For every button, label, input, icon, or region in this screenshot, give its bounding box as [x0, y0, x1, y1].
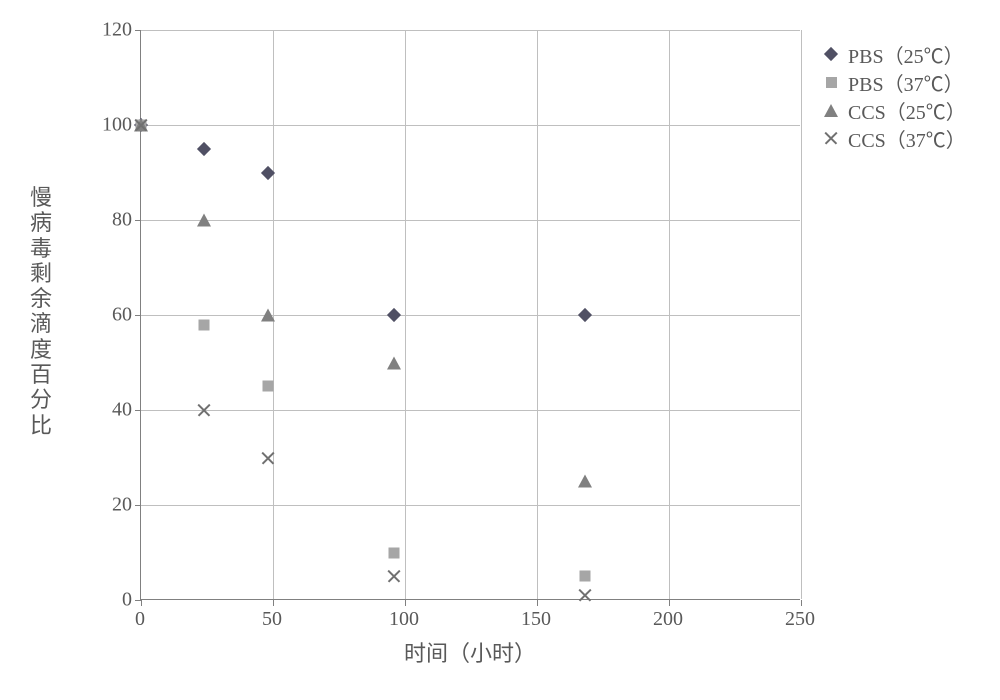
legend-marker-ccs37 — [820, 127, 842, 149]
gridline-vertical — [537, 30, 538, 599]
legend-label-ccs37: CCS（37℃） — [848, 124, 966, 153]
data-point-pbs37 — [262, 381, 273, 392]
x-tick-label: 50 — [247, 608, 297, 631]
data-point-pbs25 — [387, 308, 401, 322]
gridline-vertical — [801, 30, 802, 599]
x-tick-label: 250 — [775, 608, 825, 631]
x-tick — [141, 600, 142, 606]
y-tick — [135, 315, 141, 316]
legend-item-pbs37: PBS（37℃） — [820, 68, 966, 96]
gridline-vertical — [405, 30, 406, 599]
legend-marker-pbs25 — [820, 43, 842, 65]
legend-item-pbs25: PBS（25℃） — [820, 40, 966, 68]
data-point-pbs37 — [389, 547, 400, 558]
gridline-horizontal — [141, 125, 800, 126]
x-tick-label: 200 — [643, 608, 693, 631]
y-tick-label: 80 — [82, 209, 132, 232]
gridline-horizontal — [141, 410, 800, 411]
gridline-horizontal — [141, 505, 800, 506]
data-point-ccs25 — [578, 475, 592, 488]
y-tick-label: 100 — [82, 114, 132, 137]
data-point-pbs37 — [199, 319, 210, 330]
data-point-ccs25 — [387, 356, 401, 369]
legend-label-pbs25: PBS（25℃） — [848, 40, 964, 69]
gridline-vertical — [669, 30, 670, 599]
data-point-pbs25 — [577, 308, 591, 322]
y-tick-label: 20 — [82, 494, 132, 517]
y-tick-label: 120 — [82, 19, 132, 42]
scatter-chart: 慢病毒剩余滴度百分比 时间（小时） PBS（25℃）PBS（37℃）CCS（25… — [0, 0, 1000, 700]
plot-area — [140, 30, 800, 600]
data-point-ccs37 — [387, 569, 401, 583]
legend-marker-ccs25 — [820, 99, 842, 121]
x-axis-title: 时间（小时） — [404, 636, 536, 668]
x-tick-label: 100 — [379, 608, 429, 631]
gridline-horizontal — [141, 220, 800, 221]
legend-label-ccs25: CCS（25℃） — [848, 96, 966, 125]
legend-item-ccs37: CCS（37℃） — [820, 124, 966, 152]
y-axis-title: 慢病毒剩余滴度百分比 — [30, 185, 52, 438]
y-tick — [135, 30, 141, 31]
data-point-pbs25 — [197, 142, 211, 156]
legend-item-ccs25: CCS（25℃） — [820, 96, 966, 124]
chart-legend: PBS（25℃）PBS（37℃）CCS（25℃）CCS（37℃） — [820, 40, 966, 152]
x-tick — [801, 600, 802, 606]
legend-marker-pbs37 — [820, 71, 842, 93]
data-point-ccs37 — [578, 588, 592, 602]
gridline-horizontal — [141, 315, 800, 316]
x-tick-label: 0 — [115, 608, 165, 631]
x-tick — [669, 600, 670, 606]
x-tick — [405, 600, 406, 606]
gridline-horizontal — [141, 30, 800, 31]
data-point-ccs25 — [261, 309, 275, 322]
y-tick-label: 60 — [82, 304, 132, 327]
x-tick — [537, 600, 538, 606]
y-tick — [135, 505, 141, 506]
y-tick-label: 40 — [82, 399, 132, 422]
x-tick — [273, 600, 274, 606]
data-point-ccs37 — [134, 118, 148, 132]
y-tick — [135, 410, 141, 411]
data-point-ccs37 — [197, 403, 211, 417]
data-point-ccs25 — [197, 214, 211, 227]
data-point-ccs37 — [261, 451, 275, 465]
legend-label-pbs37: PBS（37℃） — [848, 68, 964, 97]
data-point-pbs37 — [579, 571, 590, 582]
x-tick-label: 150 — [511, 608, 561, 631]
y-tick — [135, 220, 141, 221]
